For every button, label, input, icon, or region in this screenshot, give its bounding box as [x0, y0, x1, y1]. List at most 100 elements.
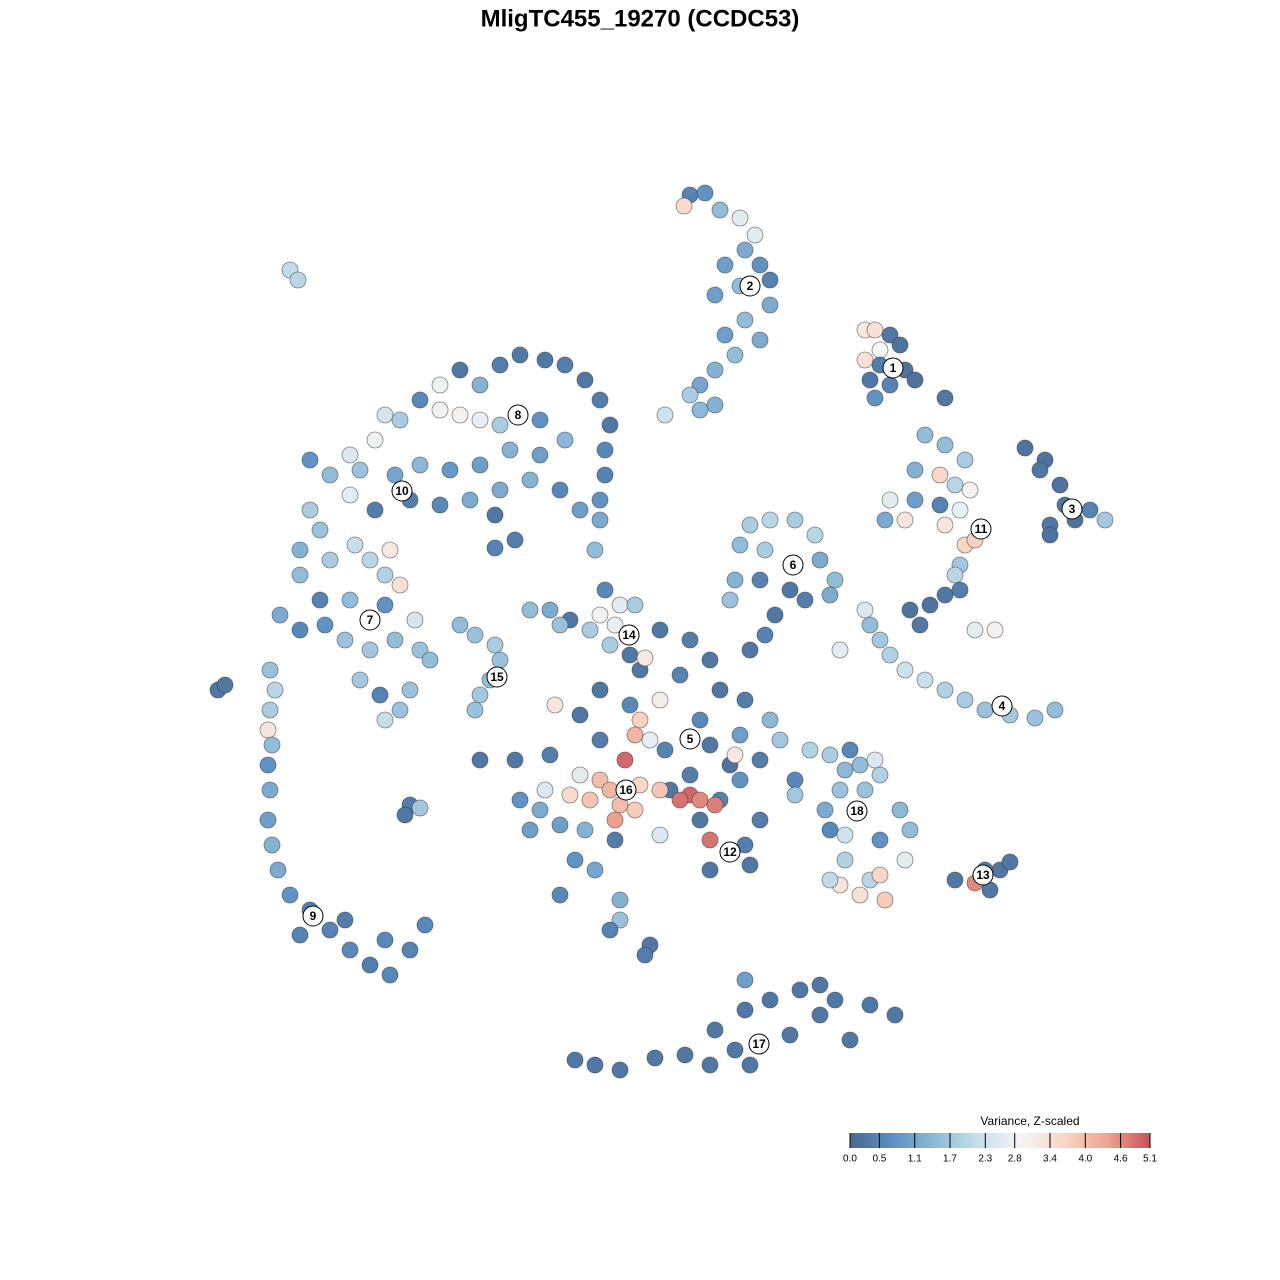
point: [916, 671, 934, 689]
point: [691, 401, 709, 419]
point: [681, 766, 699, 784]
point: [431, 496, 449, 514]
point: [761, 511, 779, 529]
point: [301, 501, 319, 519]
colorbar-title: Variance, Z-scaled: [980, 1114, 1079, 1128]
point: [556, 356, 574, 374]
point: [491, 651, 509, 669]
point: [361, 641, 379, 659]
point: [1046, 701, 1064, 719]
point: [631, 711, 649, 729]
point: [786, 771, 804, 789]
point: [581, 621, 599, 639]
point: [836, 761, 854, 779]
point: [531, 801, 549, 819]
point: [751, 811, 769, 829]
point: [726, 746, 744, 764]
point: [826, 991, 844, 1009]
point: [341, 941, 359, 959]
point: [336, 911, 354, 929]
point: [701, 651, 719, 669]
point: [741, 641, 759, 659]
point: [263, 836, 281, 854]
cluster-badge: [972, 864, 994, 886]
point: [966, 621, 984, 639]
point: [626, 726, 644, 744]
point: [621, 646, 639, 664]
point: [626, 801, 644, 819]
point: [791, 981, 809, 999]
point: [811, 1006, 829, 1024]
colorbar-tick-label: 1.1: [908, 1154, 922, 1165]
colorbar-tick-label: 5.1: [1143, 1154, 1157, 1165]
point: [263, 736, 281, 754]
point: [936, 681, 954, 699]
point: [571, 766, 589, 784]
point: [871, 341, 889, 359]
cluster-label: 15: [490, 670, 504, 684]
point: [886, 1006, 904, 1024]
point: [341, 591, 359, 609]
point: [696, 184, 714, 202]
point: [761, 991, 779, 1009]
point: [821, 746, 839, 764]
point: [401, 681, 419, 699]
point: [691, 711, 709, 729]
point: [741, 856, 759, 874]
point: [936, 389, 954, 407]
point: [536, 781, 554, 799]
point: [841, 741, 859, 759]
point: [866, 321, 884, 339]
point: [651, 826, 669, 844]
point: [1081, 501, 1099, 519]
point: [731, 726, 749, 744]
point: [656, 741, 674, 759]
point: [586, 541, 604, 559]
point: [566, 1051, 584, 1069]
point: [906, 371, 924, 389]
point: [831, 781, 849, 799]
point: [751, 256, 769, 274]
point: [956, 691, 974, 709]
point: [756, 541, 774, 559]
point: [621, 696, 639, 714]
point: [571, 706, 589, 724]
point: [596, 581, 614, 599]
point: [751, 331, 769, 349]
point: [921, 596, 939, 614]
cluster-badge: [748, 1033, 770, 1055]
point: [601, 636, 619, 654]
point: [751, 751, 769, 769]
point: [491, 481, 509, 499]
point: [956, 451, 974, 469]
point: [351, 671, 369, 689]
point: [351, 461, 369, 479]
point: [521, 471, 539, 489]
cluster-badge: [615, 779, 637, 801]
point: [911, 616, 929, 634]
point: [976, 701, 994, 719]
point: [386, 466, 404, 484]
point: [376, 596, 394, 614]
point: [906, 461, 924, 479]
point: [346, 536, 364, 554]
cluster-badge: [970, 518, 992, 540]
point: [411, 391, 429, 409]
point: [951, 581, 969, 599]
point: [551, 816, 569, 834]
cluster-badge: [486, 666, 508, 688]
point: [1001, 853, 1019, 871]
cluster-badge: [391, 480, 413, 502]
point: [881, 491, 899, 509]
colorbar-tick-label: 4.6: [1114, 1154, 1128, 1165]
point: [931, 466, 949, 484]
point: [771, 731, 789, 749]
point: [741, 1056, 759, 1074]
point: [596, 441, 614, 459]
point: [801, 741, 819, 759]
point: [261, 781, 279, 799]
cluster-badge: [991, 695, 1013, 717]
point: [711, 201, 729, 219]
point: [391, 701, 409, 719]
point: [376, 566, 394, 584]
